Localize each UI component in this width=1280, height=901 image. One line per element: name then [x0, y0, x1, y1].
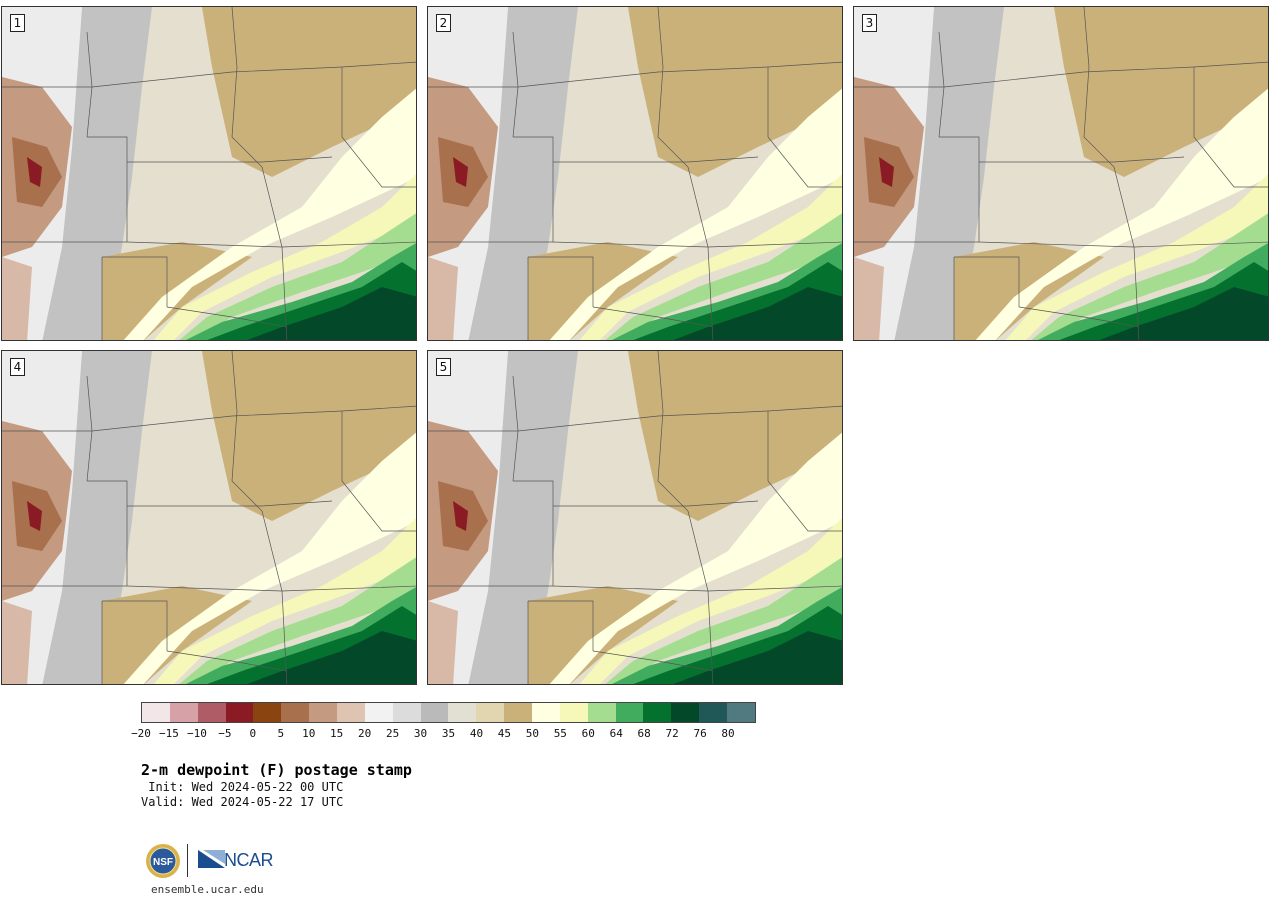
dewpoint-map: [428, 351, 842, 684]
colorbar-segment: [420, 703, 449, 722]
colorbar-tick-label: 20: [358, 727, 372, 740]
colorbar-segment: [476, 703, 505, 722]
colorbar-tick-label: 55: [553, 727, 567, 740]
dewpoint-map: [2, 7, 416, 340]
colorbar-tick-label: 68: [637, 727, 651, 740]
panel-number-label: 5: [436, 358, 451, 376]
colorbar-segment: [253, 703, 282, 722]
ncar-logo-icon: [198, 850, 225, 868]
postage-stamp-panel-4: 4: [1, 350, 417, 685]
postage-stamp-panel-1: 1: [1, 6, 417, 341]
colorbar-segment: [392, 703, 421, 722]
colorbar-tick-label: 45: [497, 727, 512, 740]
colorbar-tick-label: 30: [413, 727, 428, 740]
colorbar-tick-label: 15: [330, 727, 344, 740]
colorbar-segment: [225, 703, 254, 722]
colorbar-tick-label: 25: [385, 727, 400, 740]
colorbar-segment: [615, 703, 644, 722]
nsf-logo-text: NSF: [153, 857, 173, 868]
colorbar-segment: [727, 703, 755, 722]
valid-time: Valid: Wed 2024-05-22 17 UTC: [141, 795, 344, 809]
colorbar-tick-label: 50: [525, 727, 539, 740]
colorbar-tick-label: −5: [218, 727, 232, 740]
dewpoint-map: [428, 7, 842, 340]
postage-stamp-panel-3: 3: [853, 6, 1269, 341]
site-url: ensemble.ucar.edu: [151, 883, 264, 896]
init-time: Init: Wed 2024-05-22 00 UTC: [141, 780, 344, 794]
colorbar-segment: [559, 703, 588, 722]
colorbar-tick-label: 5: [277, 727, 285, 740]
colorbar-tick-label: −20: [131, 727, 151, 740]
colorbar-segment: [699, 703, 728, 722]
dewpoint-map: [2, 351, 416, 684]
colorbar-tick-label: 64: [609, 727, 623, 740]
colorbar-segment: [281, 703, 310, 722]
postage-stamp-panel-5: 5: [427, 350, 843, 685]
colorbar-segment: [643, 703, 672, 722]
colorbar-tick-label: 60: [581, 727, 595, 740]
panel-number-label: 3: [862, 14, 877, 32]
colorbar-segment: [142, 703, 170, 722]
colorbar-tick-label: 10: [302, 727, 316, 740]
colorbar-segment: [671, 703, 700, 722]
colorbar-segment: [532, 703, 560, 722]
ncar-logo-text: NCAR: [224, 850, 274, 870]
panel-number-label: 4: [10, 358, 25, 376]
colorbar-segment: [169, 703, 198, 722]
colorbar-tick-label: 40: [469, 727, 484, 740]
colorbar-segment: [197, 703, 226, 722]
colorbar-segment: [504, 703, 533, 722]
colorbar-tick-label: 0: [249, 727, 257, 740]
colorbar-tick-label: −10: [186, 727, 207, 740]
colorbar-segment: [337, 703, 365, 722]
colorbar: [141, 702, 756, 723]
colorbar-tick-label: 76: [693, 727, 707, 740]
panel-number-label: 2: [436, 14, 451, 32]
dewpoint-map: [854, 7, 1268, 340]
colorbar-tick-label: 35: [441, 727, 456, 740]
logo-divider: [187, 844, 188, 877]
plot-title: 2-m dewpoint (F) postage stamp: [141, 761, 412, 779]
colorbar-ticks: −20 −15 −10 −5 0 5 10 15 20 25 30 35 40 45 50 55 60 64 68 7…: [131, 727, 756, 741]
colorbar-tick-label: 80: [721, 727, 735, 740]
postage-stamp-panel-2: 2: [427, 6, 843, 341]
colorbar-tick-label: −15: [159, 727, 179, 740]
colorbar-tick-label: 72: [665, 727, 679, 740]
colorbar-segment: [364, 703, 393, 722]
colorbar-segment: [587, 703, 616, 722]
nsf-logo-icon: NSF: [146, 844, 180, 878]
colorbar-segment: [448, 703, 477, 722]
colorbar-segment: [309, 703, 338, 722]
panel-number-label: 1: [10, 14, 25, 32]
